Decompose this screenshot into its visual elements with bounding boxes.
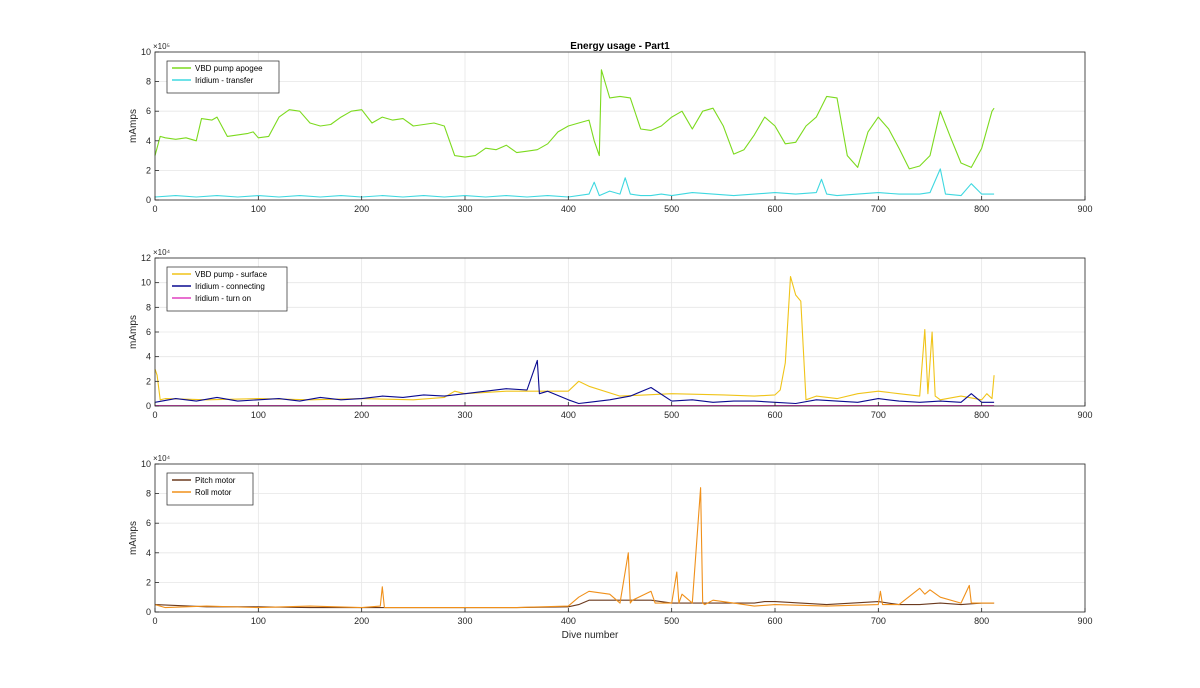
x-tick-label: 500 <box>664 616 679 626</box>
series-line-1 <box>154 69 995 170</box>
y-exponent-label: ×10⁴ <box>153 248 171 257</box>
legend-entry-label: Roll motor <box>195 488 232 497</box>
x-tick-label: 100 <box>251 204 266 214</box>
y-tick-label: 2 <box>146 165 151 175</box>
y-tick-label: 2 <box>146 376 151 386</box>
y-tick-label: 0 <box>146 195 151 205</box>
legend-entry-label: Iridium - turn on <box>195 294 251 303</box>
legend-box <box>166 472 254 506</box>
x-tick-label: 800 <box>974 616 989 626</box>
x-tick-label: 500 <box>664 410 679 420</box>
y-axis-label: mAmps <box>128 521 139 555</box>
x-tick-label: 400 <box>561 616 576 626</box>
y-tick-label: 10 <box>141 47 151 57</box>
x-tick-label: 100 <box>251 616 266 626</box>
y-tick-label: 6 <box>146 518 151 528</box>
y-tick-label: 4 <box>146 136 151 146</box>
plot-area <box>155 52 1085 200</box>
legend-entry-label: Iridium - connecting <box>195 282 265 291</box>
x-tick-label: 300 <box>457 410 472 420</box>
x-tick-label: 900 <box>1077 616 1092 626</box>
x-tick-label: 300 <box>457 204 472 214</box>
x-tick-label: 900 <box>1077 204 1092 214</box>
legend-entry-label: VBD pump apogee <box>195 64 263 73</box>
y-axis-label: mAmps <box>128 109 139 143</box>
legend-box <box>166 60 280 94</box>
y-tick-label: 8 <box>146 77 151 87</box>
x-tick-label: 100 <box>251 410 266 420</box>
y-axis-label: mAmps <box>128 315 139 349</box>
x-tick-label: 200 <box>354 616 369 626</box>
plot-panels: 0 100 200 300 400 500 600 700 800 9000246810×10⁵m… <box>128 42 1093 641</box>
series-line-2 <box>154 359 995 405</box>
axes-box <box>154 51 1086 201</box>
x-tick-label: 700 <box>871 410 886 420</box>
x-tick-label: 600 <box>767 616 782 626</box>
legend: Pitch motor Roll motor <box>166 472 254 506</box>
y-exponent-label: ×10⁴ <box>153 454 171 463</box>
y-tick-label: 6 <box>146 327 151 337</box>
x-tick-label: 0 <box>152 204 157 214</box>
y-tick-label: 10 <box>141 278 151 288</box>
y-tick-label: 0 <box>146 607 151 617</box>
y-tick-label: 12 <box>141 253 151 263</box>
plot-panel-2: 0 100 200 300 400 500 600 700 800 900 0 2 4 6 8 10 12×10… <box>128 248 1093 420</box>
x-tick-label: 0 <box>152 410 157 420</box>
x-tick-label: 700 <box>871 204 886 214</box>
x-tick-label: 600 <box>767 410 782 420</box>
axes-box <box>154 463 1086 613</box>
x-tick-label: 600 <box>767 204 782 214</box>
y-tick-label: 0 <box>146 401 151 411</box>
y-exponent-label: ×10⁵ <box>153 42 170 51</box>
x-tick-label: 800 <box>974 410 989 420</box>
plot-panel-3: 0 100 200 300 400 500 600 700 800 900 0 2 4 6 8 10×10⁴ m… <box>128 454 1093 641</box>
x-tick-label: 500 <box>664 204 679 214</box>
x-tick-label: 200 <box>354 410 369 420</box>
figure-title: Energy usage - Part1 <box>570 41 670 52</box>
plot-panel-1: 0 100 200 300 400 500 600 700 800 900 0 2 4 6 8 10×10⁵ m… <box>128 42 1093 214</box>
x-tick-label: 700 <box>871 616 886 626</box>
plot-area <box>155 464 1085 612</box>
series-line-2 <box>154 487 995 609</box>
legend-entry-label: Pitch motor <box>195 476 236 485</box>
y-tick-label: 8 <box>146 489 151 499</box>
x-tick-label: 400 <box>561 410 576 420</box>
x-tick-label: 800 <box>974 204 989 214</box>
x-tick-label: 300 <box>457 616 472 626</box>
y-tick-label: 4 <box>146 548 151 558</box>
x-tick-label: 0 <box>152 616 157 626</box>
x-tick-label: 400 <box>561 204 576 214</box>
legend: VBD pump - surface Iridium - connecting Ir… <box>166 266 288 312</box>
series-line-1 <box>154 599 995 609</box>
y-tick-label: 10 <box>141 459 151 469</box>
y-tick-label: 8 <box>146 302 151 312</box>
legend-entry-label: Iridium - transfer <box>195 76 254 85</box>
series-line-1 <box>154 275 995 401</box>
legend: VBD pump apogee Iridium - transfer <box>166 60 280 94</box>
x-tick-label: 200 <box>354 204 369 214</box>
x-tick-label: 900 <box>1077 410 1092 420</box>
y-tick-label: 2 <box>146 577 151 587</box>
y-tick-label: 4 <box>146 352 151 362</box>
series-line-2 <box>154 168 995 198</box>
legend-entry-label: VBD pump - surface <box>195 270 268 279</box>
x-axis-label: Dive number <box>562 630 619 641</box>
y-tick-label: 6 <box>146 106 151 116</box>
